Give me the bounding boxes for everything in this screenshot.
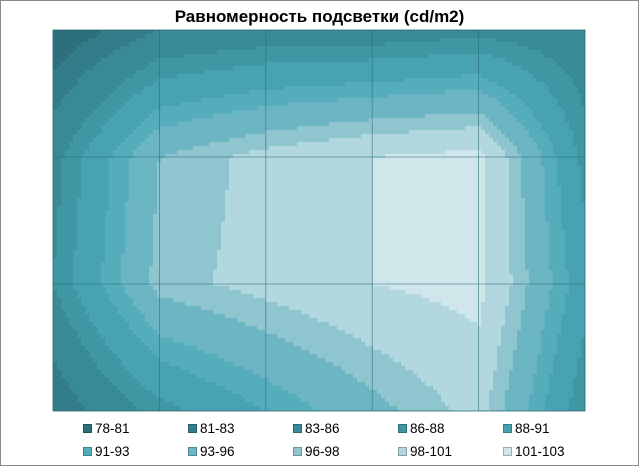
contour-band-86-88 <box>53 38 585 411</box>
chart-title: Равномерность подсветки (cd/m2) <box>174 7 465 26</box>
contour-band-93-96 <box>121 90 553 411</box>
contour-fill <box>53 30 585 411</box>
contour-band-91-93 <box>101 74 569 411</box>
contour-band-88-91 <box>73 54 585 411</box>
contour-band-101-103 <box>373 150 485 326</box>
contour-band-83-86 <box>53 30 585 411</box>
grid <box>53 30 585 411</box>
plot-border <box>52 29 586 412</box>
contour-band-98-101 <box>213 126 513 411</box>
contour-band-96-98 <box>149 114 529 411</box>
contour-band-81-83 <box>53 30 153 411</box>
